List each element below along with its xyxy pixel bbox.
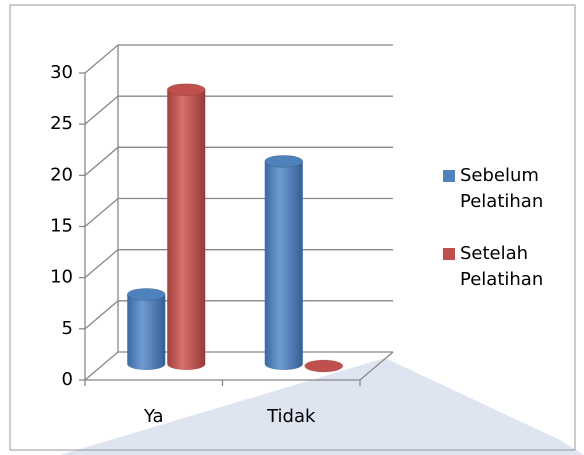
legend-label: Setelah Pelatihan [460, 243, 544, 290]
bar [167, 89, 206, 370]
y-tick-label: 15 [50, 216, 73, 237]
grid-line [84, 249, 393, 279]
grid-line [84, 197, 393, 227]
grid-line [84, 44, 393, 74]
watermark [60, 358, 584, 455]
y-tick-label: 30 [50, 62, 73, 83]
x-tick-label: Ya [143, 406, 164, 427]
y-tick-label: 20 [50, 164, 73, 185]
bar-top [126, 287, 166, 301]
grid-line [84, 95, 393, 125]
legend-entry: Sebelum Pelatihan [443, 163, 563, 215]
y-tick-label: 0 [62, 369, 73, 390]
bar [264, 161, 303, 370]
bar-top [166, 83, 206, 97]
legend-swatch [443, 170, 455, 182]
bar-top [264, 154, 304, 168]
legend-label: Sebelum Pelatihan [460, 165, 544, 212]
bar-top [304, 359, 344, 373]
x-tick-label: Tidak [266, 406, 316, 427]
grid-line [84, 146, 393, 176]
y-tick-label: 25 [50, 113, 73, 134]
y-tick-label: 5 [62, 318, 73, 339]
chart-border [9, 4, 576, 451]
legend-entry: Setelah Pelatihan [443, 241, 563, 293]
legend-swatch [443, 248, 455, 260]
bar [127, 294, 166, 370]
y-tick-label: 10 [50, 267, 73, 288]
